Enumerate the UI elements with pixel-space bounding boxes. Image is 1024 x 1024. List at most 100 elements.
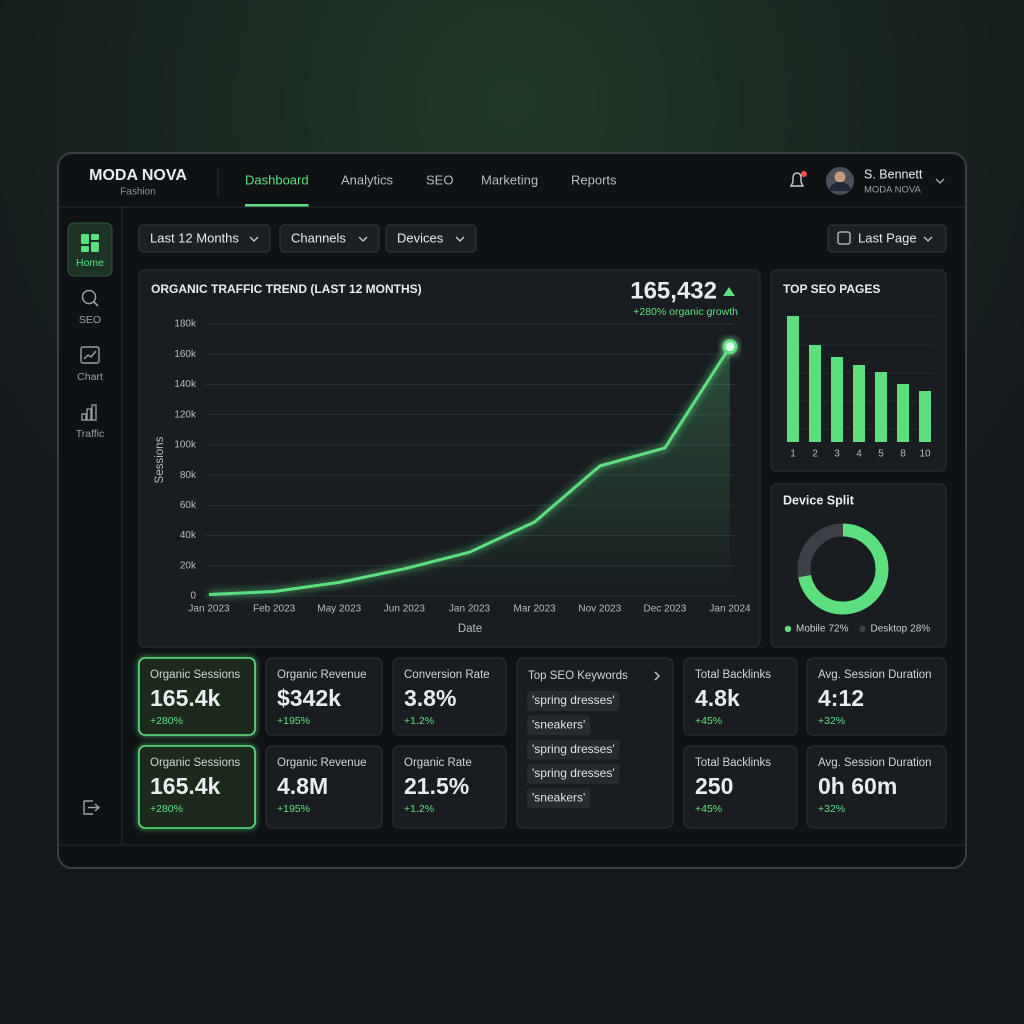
page-filter[interactable] (827, 224, 947, 253)
kpi-card[interactable] (683, 657, 798, 736)
kpi-value: $342k (277, 685, 341, 711)
nav-item[interactable]: Analytics (341, 172, 394, 187)
legend-name: Desktop (870, 624, 907, 635)
y-axis-label: Sessions (154, 436, 166, 483)
sidebar-icon[interactable] (81, 289, 99, 307)
keywords-chevron[interactable] (654, 671, 660, 681)
chart-title: Device Split (783, 493, 855, 507)
y-tick-label: 80k (180, 470, 197, 481)
filter-label[interactable]: Last 12 Months (150, 230, 239, 245)
donut-segment (797, 523, 889, 615)
filter-dropdown[interactable] (138, 224, 271, 253)
filter-label[interactable]: Channels (291, 230, 346, 245)
x-axis-label: Date (458, 623, 482, 635)
user-chevron[interactable] (935, 178, 945, 184)
bar (897, 384, 909, 442)
legend-value: 28% (910, 624, 930, 635)
kpi-label: Total Backlinks (695, 669, 771, 681)
x-tick-label: 4 (856, 449, 862, 460)
icon-part (91, 404, 97, 421)
kpi-card[interactable] (265, 657, 383, 736)
sidebar-icon[interactable] (81, 234, 99, 252)
sidebar-label[interactable]: Chart (77, 371, 103, 383)
x-tick-label: 1 (790, 449, 796, 460)
bar (831, 357, 843, 442)
y-tick-label: 60k (180, 500, 197, 511)
filter-label[interactable]: Devices (397, 230, 444, 245)
y-tick-label: 0 (190, 591, 196, 602)
kpi-change: +195% (277, 803, 310, 815)
x-tick-label: 3 (834, 449, 840, 460)
x-tick-label: Jan 2023 (449, 604, 491, 615)
kpi-card[interactable] (806, 657, 947, 736)
area-fill (209, 346, 730, 596)
filter-dropdown[interactable] (279, 224, 380, 253)
icon-part (86, 408, 92, 421)
filter-dropdown[interactable] (385, 224, 477, 253)
x-tick-label: 8 (900, 449, 906, 460)
kpi-value: 250 (695, 773, 733, 799)
x-tick-label: Jan 2023 (188, 604, 230, 615)
keyword-text: 'spring dresses' (532, 742, 615, 756)
sidebar-label[interactable]: SEO (79, 314, 101, 326)
icon-part (83, 350, 97, 360)
notification-bell[interactable] (789, 171, 807, 187)
keyword-chip (527, 763, 620, 784)
user-name[interactable]: S. Bennett (864, 167, 923, 181)
keyword-chip (527, 691, 620, 711)
sidebar-icon[interactable] (81, 404, 97, 421)
kpi-change: +195% (277, 715, 310, 727)
kpi-change: +280% (150, 803, 183, 815)
legend-dot (859, 625, 866, 633)
x-tick-label: 2 (812, 449, 818, 460)
bar (875, 372, 887, 442)
bar (919, 391, 931, 442)
nav-item[interactable]: Dashboard (245, 172, 309, 187)
kpi-card[interactable] (806, 745, 947, 829)
legend-dot (784, 625, 792, 633)
kpi-change: +1.2% (404, 803, 434, 815)
filter-chevron (358, 236, 368, 242)
icon-part (81, 246, 89, 252)
kpi-value: 165.4k (150, 773, 221, 799)
kpi-card[interactable] (392, 745, 507, 829)
nav-item[interactable]: SEO (426, 172, 453, 187)
page-filter-label[interactable]: Last Page (858, 230, 917, 245)
avatar[interactable] (826, 167, 854, 195)
keyword-text: 'spring dresses' (532, 693, 615, 707)
nav-item[interactable]: Marketing (481, 172, 538, 187)
chart-title: ORGANIC TRAFFIC TREND (LAST 12 MONTHS) (151, 282, 422, 296)
nav-active-underline (245, 204, 309, 207)
legend-name: Mobile (796, 624, 826, 635)
nav-item[interactable]: Reports (571, 172, 617, 187)
kpi-card[interactable] (138, 657, 256, 736)
sidebar-icon[interactable] (80, 346, 100, 364)
sidebar-label[interactable]: Home (76, 257, 104, 269)
icon-part (80, 346, 100, 364)
logout-icon[interactable] (83, 800, 101, 815)
device-panel (770, 483, 947, 648)
x-tick-label: May 2023 (317, 604, 361, 615)
x-tick-label: 5 (878, 449, 884, 460)
kpi-card[interactable] (683, 745, 798, 829)
content: Dashboard Analytics SEO Marketing Reports Hom… (67, 172, 947, 829)
y-tick-label: 180k (174, 319, 197, 330)
icon-part (81, 413, 87, 421)
kpi-change: +1.2% (404, 715, 434, 727)
calendar-icon (837, 231, 851, 245)
sidebar-label[interactable]: Traffic (76, 428, 105, 440)
bar (809, 345, 821, 442)
keyword-chip (527, 739, 620, 760)
icon-part (81, 234, 89, 244)
kpi-change: +45% (695, 715, 722, 727)
x-tick-label: Nov 2023 (578, 604, 621, 615)
x-tick-label: Jan 2024 (709, 604, 751, 615)
kpi-change: +280% (150, 715, 183, 727)
keyword-text: 'sneakers' (532, 790, 585, 804)
kpi-card[interactable] (265, 745, 383, 829)
kpi-card[interactable] (138, 745, 256, 829)
kpi-label: Avg. Session Duration (818, 757, 932, 769)
kpi-card[interactable] (392, 657, 507, 736)
kpi-label: Avg. Session Duration (818, 669, 932, 681)
